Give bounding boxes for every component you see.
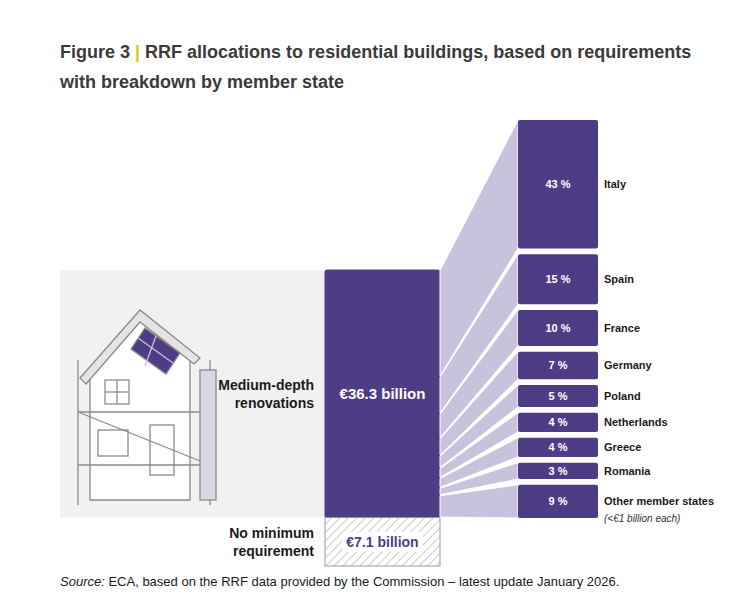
label-line: No minimum — [229, 525, 314, 541]
share-box — [518, 438, 598, 457]
title-word: to — [281, 42, 303, 62]
data-label: 7 % — [549, 359, 568, 371]
house-part — [105, 391, 129, 392]
country-label: France — [604, 322, 640, 334]
title-word: breakdown — [96, 72, 196, 92]
title-word: with — [59, 72, 96, 92]
title-word: member — [222, 72, 297, 92]
title-word: allocations — [182, 42, 281, 62]
data-label: 4 % — [549, 416, 568, 428]
country-label: Germany — [604, 359, 653, 371]
stack-segment — [325, 270, 440, 518]
label-line: renovations — [235, 395, 315, 411]
country-label: Romania — [604, 465, 651, 477]
title-word: state — [297, 72, 344, 92]
country-label: Other member states — [604, 495, 714, 507]
label-patch — [342, 532, 422, 552]
house-part — [78, 411, 210, 412]
title-word: residential — [303, 42, 398, 62]
source-lead: Source: — [60, 574, 105, 589]
share-box — [518, 254, 598, 304]
data-label: 5 % — [549, 390, 568, 402]
title-word: by — [196, 72, 222, 92]
house-part — [138, 338, 173, 363]
house-part — [200, 370, 216, 500]
title-word: RRF — [140, 42, 182, 62]
data-label: €7.1 billion — [346, 534, 418, 550]
house-part — [105, 380, 129, 404]
share-box — [518, 413, 598, 432]
annotation: (<€1 billion each) — [604, 513, 680, 524]
source: Source: ECA, based on the RRF data provi… — [60, 574, 619, 589]
wedges — [440, 120, 518, 518]
data-label: 15 % — [545, 273, 570, 285]
title-word: buildings, — [398, 42, 488, 62]
title-word: based — [488, 42, 545, 62]
share-box — [518, 120, 598, 248]
country-label: Poland — [604, 390, 641, 402]
label-line: requirement — [233, 543, 314, 559]
data-label: 4 % — [549, 441, 568, 453]
house-part — [78, 412, 210, 465]
source-body: ECA, based on the RRF data provided by t… — [105, 574, 620, 589]
category-label: No minimum requirement — [229, 525, 314, 559]
house-icon — [78, 310, 216, 505]
data-label: 10 % — [545, 322, 570, 334]
title-word: 3 — [115, 42, 130, 62]
share-box — [518, 485, 598, 518]
chart: Figure 3 | RRF allocations to residentia… — [0, 0, 740, 602]
country-label: Italy — [604, 178, 627, 190]
breakdown-boxes — [518, 120, 598, 518]
stack-segment — [325, 518, 440, 566]
title: Figure 3 | RRF allocations to residentia… — [59, 42, 691, 92]
data-label: 9 % — [549, 495, 568, 507]
title-word: | — [130, 42, 140, 62]
title-word: Figure — [60, 42, 115, 62]
category-label: Medium-depth renovations — [218, 377, 314, 411]
house-part — [98, 430, 128, 456]
data-label: €36.3 billion — [340, 385, 426, 402]
house-part — [78, 464, 210, 465]
house-part — [131, 328, 180, 374]
country-label: Netherlands — [604, 416, 668, 428]
panel — [60, 270, 325, 518]
share-box — [518, 463, 598, 479]
share-box — [518, 310, 598, 346]
share-box — [518, 385, 598, 407]
house-part — [145, 336, 156, 366]
title-word: requirements — [572, 42, 691, 62]
house-part — [150, 425, 174, 475]
label-line: Medium-depth — [218, 377, 314, 393]
country-label: Spain — [604, 273, 634, 285]
title-word: on — [545, 42, 572, 62]
share-box — [518, 352, 598, 380]
country-label: Greece — [604, 441, 641, 453]
house-part — [77, 360, 78, 505]
wedge — [440, 485, 518, 518]
data-label: 3 % — [549, 465, 568, 477]
house-part — [80, 310, 200, 384]
data-label: 43 % — [545, 178, 570, 190]
